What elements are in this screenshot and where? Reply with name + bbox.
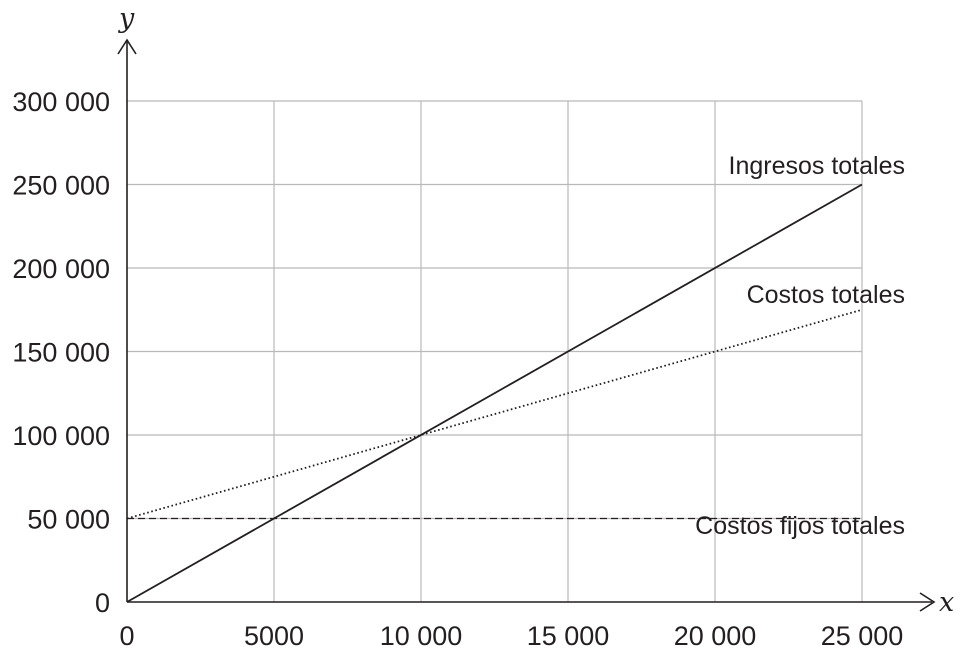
y-axis-arrow-icon (117, 38, 137, 55)
series-lines (126, 183, 863, 603)
series-label-3: Costos fijos totales (695, 512, 905, 540)
series-label-1: Ingresos totales (729, 152, 906, 180)
y-tick-label: 50 000 (27, 505, 110, 535)
x-tick-label: 0 (119, 621, 134, 648)
x-axis-title: x (939, 587, 954, 618)
y-tick-label: 200 000 (12, 254, 110, 284)
y-tick-label: 250 000 (12, 171, 110, 201)
x-tick-label: 10 000 (380, 621, 463, 648)
y-tick-label: 100 000 (12, 421, 110, 451)
y-tick-label: 0 (95, 588, 110, 618)
series-line-2 (126, 308, 863, 520)
tick-labels: 0 5000 10 000 15 000 20 000 25 000 0 50 000 100 … (12, 87, 903, 648)
x-tick-label: 15 000 (527, 621, 610, 648)
series-line-1 (126, 183, 863, 603)
x-tick-label: 20 000 (674, 621, 757, 648)
series-label-2: Costos totales (747, 281, 905, 309)
axes (117, 38, 936, 612)
x-axis-arrow-icon (919, 592, 936, 612)
y-tick-label: 150 000 (12, 338, 110, 368)
x-tick-label: 5000 (244, 621, 304, 648)
y-tick-label: 300 000 (12, 87, 110, 117)
x-tick-label: 25 000 (821, 621, 904, 648)
series-labels: Ingresos totales Costos totales Costos fij… (695, 152, 905, 540)
y-axis-title: y (118, 3, 135, 34)
